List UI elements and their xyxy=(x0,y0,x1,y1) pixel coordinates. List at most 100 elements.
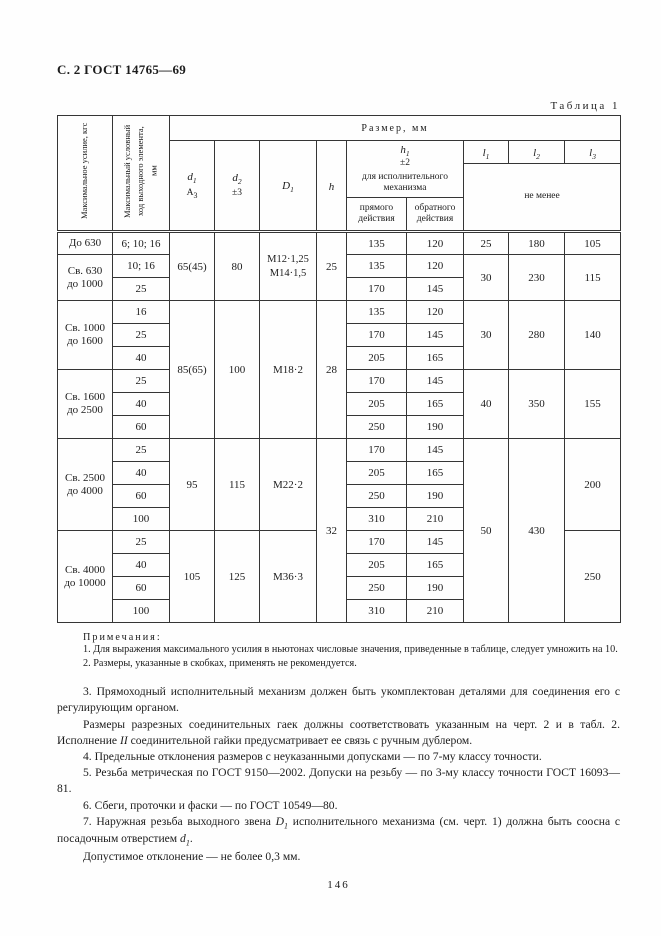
table-cell: 40 xyxy=(112,346,170,370)
table-cell: 205 xyxy=(346,461,407,485)
table-cell: 95 xyxy=(169,438,215,531)
header-h: h xyxy=(316,140,347,232)
table-cell: 140 xyxy=(563,300,622,370)
text-segment: 7. Наружная резьба выходного звена xyxy=(83,814,276,828)
table-cell: 210 xyxy=(406,599,464,623)
notes-title: Примечания: xyxy=(83,632,162,643)
table-cell: 310 xyxy=(346,507,407,531)
paragraph-3: 3. Прямоходный исполнительный механизм д… xyxy=(57,685,620,715)
table-cell: 125 xyxy=(214,530,260,623)
table-cell: 25 xyxy=(112,530,170,554)
table-cell: 210 xyxy=(406,507,464,531)
table-cell: 25 xyxy=(112,369,170,393)
header-h1-group: h1 ±2 для исполнительного механизма xyxy=(346,140,464,198)
table-cell: 25 xyxy=(112,277,170,301)
table-cell: 190 xyxy=(406,415,464,439)
table-cell: 105 xyxy=(563,231,622,255)
table-cell: 180 xyxy=(508,231,565,255)
table-header: Максимальное усилие, кгс Максимальный ус… xyxy=(57,115,622,232)
table-cell: 145 xyxy=(406,323,464,347)
table-cell: 60 xyxy=(112,415,170,439)
table-cell: 30 xyxy=(463,254,509,301)
table-row: 40 205 165 xyxy=(58,553,621,577)
table-cell: 25 xyxy=(112,323,170,347)
d1-symbol: d1 xyxy=(180,832,190,848)
table-cell: 60 xyxy=(112,576,170,600)
table-cell: 30 xyxy=(463,300,509,370)
document-id: С. 2 ГОСТ 14765—69 xyxy=(57,62,187,77)
table-cell: 40 xyxy=(112,461,170,485)
table-cell: 40 xyxy=(463,369,509,439)
paragraph-6: 6. Сбеги, проточки и фаски — по ГОСТ 105… xyxy=(83,798,338,812)
table-cell: 205 xyxy=(346,392,407,416)
paragraph-4: 4. Предельные отклонения размеров с неук… xyxy=(83,750,542,764)
table-cell: 135 xyxy=(346,300,407,324)
table-cell: 145 xyxy=(406,277,464,301)
d1-symbol: d1 xyxy=(187,171,197,186)
table-cell: 310 xyxy=(346,599,407,623)
header-direct-action: прямого действия xyxy=(346,197,407,232)
h-symbol: h xyxy=(328,180,335,193)
table-cell: 25 xyxy=(316,231,347,301)
table-row: 40 205 165 xyxy=(58,346,621,370)
table-cell: 115 xyxy=(563,254,622,301)
table-row: Св. 630 до 1000 10; 16 135 120 30 230 11… xyxy=(57,254,622,301)
table-cell: 170 xyxy=(346,323,407,347)
table-cell: 120 xyxy=(406,254,464,278)
note-1: 1. Для выражения максимального усилия в … xyxy=(83,644,618,655)
table-cell: 280 xyxy=(508,300,565,370)
table-cell: 170 xyxy=(346,277,407,301)
table-cell: 40 xyxy=(112,392,170,416)
paragraph-7-continued: Допустимое отклонение — не более 0,3 мм. xyxy=(83,849,301,863)
table-cell: 120 xyxy=(406,231,464,255)
table-row: До 630 6; 10; 16 65(45) 80 М12·1,25 М14·… xyxy=(57,231,622,301)
page-header: С. 2 ГОСТ 14765—69 xyxy=(57,62,620,78)
table-cell: М22·2 xyxy=(259,438,317,531)
table-cell: 16 xyxy=(112,300,170,324)
D1-symbol: D1 xyxy=(282,180,294,195)
table-cell: 25 xyxy=(112,438,170,462)
table-cell: 145 xyxy=(406,369,464,393)
table-cell: 230 xyxy=(508,254,565,301)
d2-symbol: d2 xyxy=(232,171,242,187)
h1-note: для исполнительного механизма xyxy=(362,171,448,193)
paragraphs-block: 3. Прямоходный исполнительный механизм д… xyxy=(57,684,620,865)
dimensions-table: Максимальное усилие, кгс Максимальный ус… xyxy=(57,115,622,623)
paragraph-5: 5. Резьба метрическая по ГОСТ 9150—2002.… xyxy=(57,766,620,796)
table-cell: 65(45) xyxy=(169,231,215,301)
header-max-force: Максимальное усилие, кгс xyxy=(57,115,113,232)
table-cell: 165 xyxy=(406,461,464,485)
note-2: 2. Размеры, указанные в скобках, применя… xyxy=(83,658,357,670)
thread-size: М12·1,25 xyxy=(267,254,309,266)
notes-block: Примечания: 1. Для выражения максимально… xyxy=(57,632,620,671)
paragraph-3-continued: Размеры разрезных соединительных гаек до… xyxy=(57,717,620,749)
header-max-force-label: Максимальное усилие, кгс xyxy=(79,122,90,219)
table-cell: 50 xyxy=(463,438,509,623)
header-size-group: Размер, мм xyxy=(168,115,622,141)
header-reverse-action: обратного действия xyxy=(406,197,464,232)
table-cell: 32 xyxy=(316,438,347,623)
table-cell: 10; 16 xyxy=(112,254,170,278)
table-cell: 165 xyxy=(406,553,464,577)
table-cell: Св. 4000 до 10000 xyxy=(57,530,113,623)
table-row: Св. 4000 до 10000 25 105 125 М36·3 170 1… xyxy=(57,530,622,623)
table-body: До 630 6; 10; 16 65(45) 80 М12·1,25 М14·… xyxy=(57,231,622,623)
execution-II-symbol: II xyxy=(119,733,128,747)
text-segment: Размеры разрезных соединительных гаек до… xyxy=(57,717,620,747)
table-cell: 105 xyxy=(169,530,215,623)
table-cell: М12·1,25 М14·1,5 xyxy=(259,231,317,301)
table-cell: 250 xyxy=(346,415,407,439)
table-cell: 135 xyxy=(346,231,407,255)
l1-symbol: l1 xyxy=(482,146,490,161)
table-caption: Таблица 1 xyxy=(550,100,620,112)
table-cell: 205 xyxy=(346,553,407,577)
table-cell: 85(65) xyxy=(169,300,215,439)
table-cell: 100 xyxy=(112,599,170,623)
table-cell: 250 xyxy=(563,530,622,623)
header-l1: l1 xyxy=(463,140,509,164)
table-cell: 190 xyxy=(406,576,464,600)
table-cell: 205 xyxy=(346,346,407,370)
table-cell: 135 xyxy=(346,254,407,278)
table-row: Св. 2500 до 4000 25 95 115 М22·2 32 170 … xyxy=(57,438,622,623)
